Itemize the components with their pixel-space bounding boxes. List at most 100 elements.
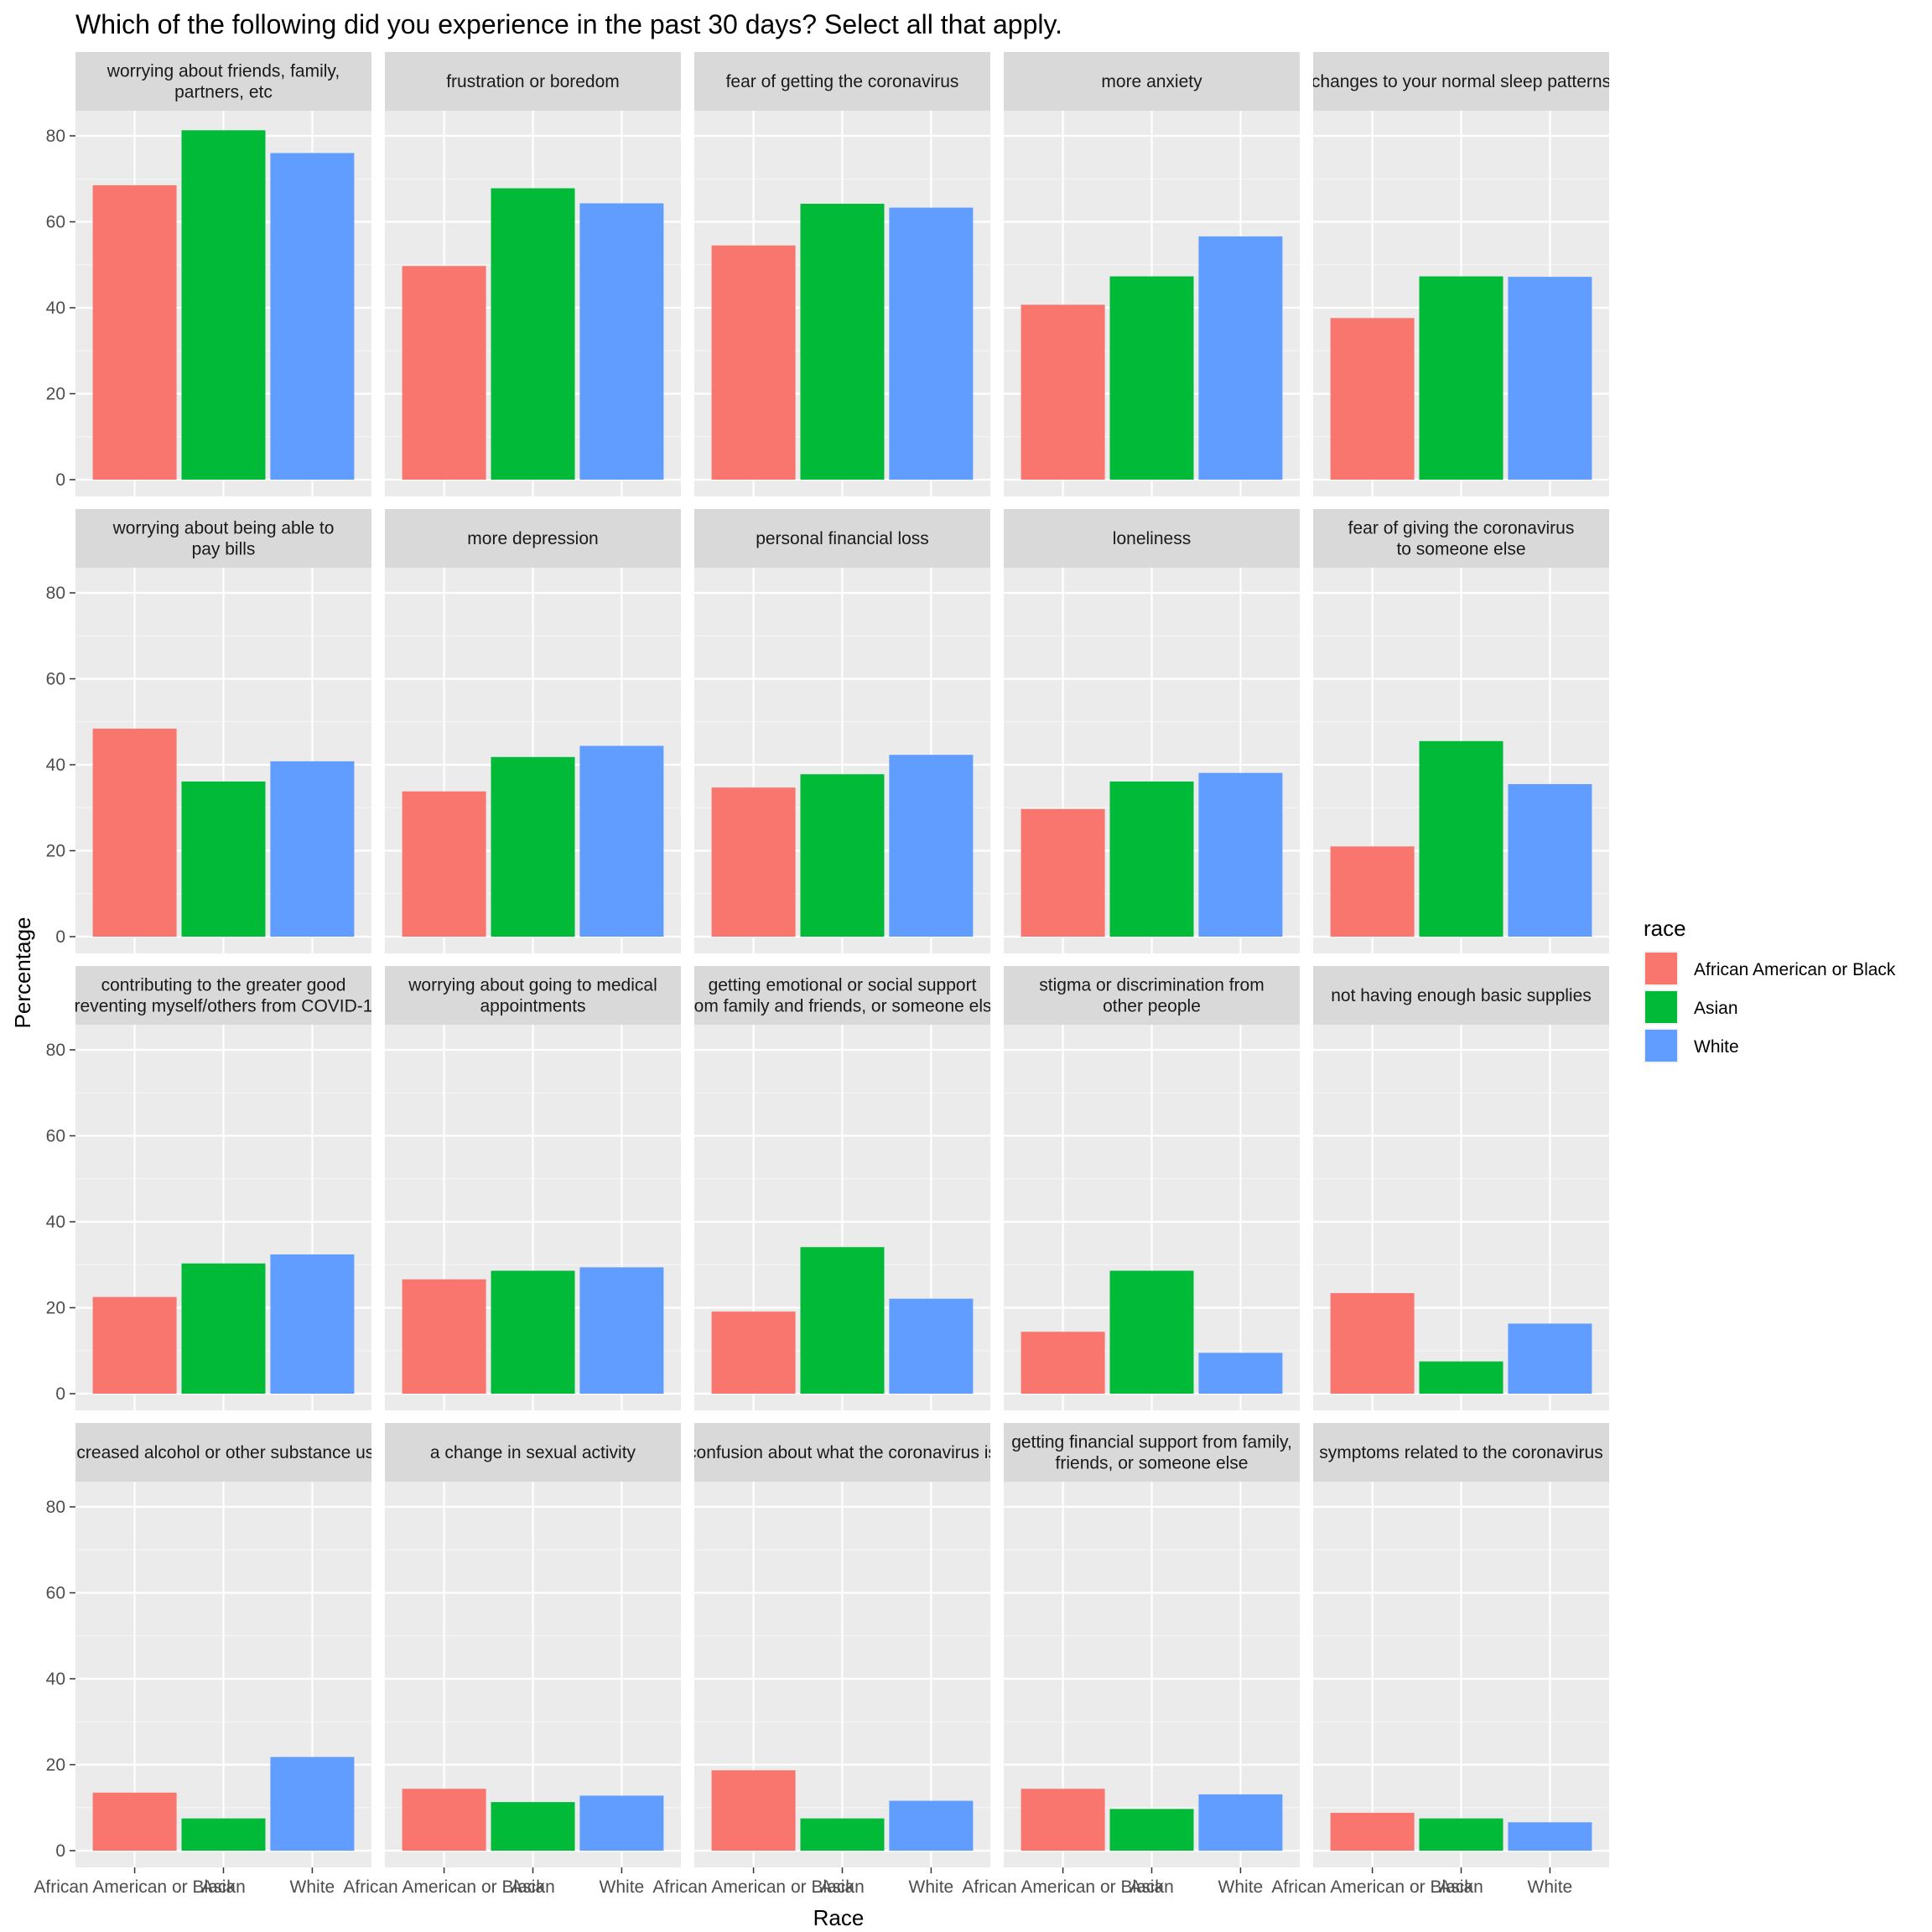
y-tick-label: 60 bbox=[46, 1127, 65, 1146]
bar-asian bbox=[181, 781, 266, 937]
bar-white bbox=[579, 745, 664, 937]
bar-asian bbox=[491, 1802, 575, 1851]
bar-asian bbox=[491, 188, 575, 480]
y-tick-label: 60 bbox=[46, 1584, 65, 1603]
bar-african-american-or-black bbox=[1021, 808, 1105, 937]
y-tick-label: 20 bbox=[46, 1756, 65, 1775]
y-tick-label: 80 bbox=[46, 584, 65, 603]
facet-panel: fear of getting the coronavirus bbox=[694, 52, 990, 496]
facet-strip-label: changes to your normal sleep patterns bbox=[1311, 72, 1611, 91]
legend-label: White bbox=[1694, 1037, 1739, 1057]
y-tick-label: 40 bbox=[46, 1213, 65, 1232]
facet-panel: stigma or discrimination from other peopl… bbox=[1004, 966, 1300, 1410]
facet-strip-label: fear of getting the coronavirus bbox=[726, 72, 959, 91]
facet-strip-label: worrying about friends, family, bbox=[106, 62, 340, 81]
y-tick-label: 80 bbox=[46, 1498, 65, 1517]
bar-white bbox=[579, 203, 664, 480]
facet-panel: confusion about what the coronavirus is A… bbox=[652, 1423, 997, 1897]
y-tick-label: 60 bbox=[46, 670, 65, 689]
facet-strip bbox=[385, 509, 681, 568]
bar-asian bbox=[1109, 781, 1194, 937]
facet-strip-label: confusion about what the coronavirus is bbox=[688, 1443, 997, 1462]
bar-african-american-or-black bbox=[92, 1296, 177, 1394]
bar-white bbox=[1198, 1794, 1283, 1851]
facet-panel: personal financial loss bbox=[694, 509, 990, 953]
facet-strip-label: from family and friends, or someone else bbox=[683, 997, 1001, 1016]
bar-asian bbox=[800, 774, 885, 937]
facet-strip bbox=[75, 966, 371, 1025]
legend-swatch bbox=[1645, 991, 1677, 1023]
facet-strip-label: symptoms related to the coronavirus bbox=[1319, 1443, 1602, 1462]
bar-african-american-or-black bbox=[402, 1279, 486, 1394]
facet-strip bbox=[75, 509, 371, 568]
bar-white bbox=[270, 1757, 355, 1851]
bar-african-american-or-black bbox=[92, 728, 177, 937]
bar-white bbox=[1198, 1353, 1283, 1394]
bar-asian bbox=[1109, 1270, 1194, 1394]
facet-strip-label: worrying about being able to bbox=[112, 519, 335, 538]
facet-strip bbox=[1313, 509, 1609, 568]
y-tick-label: 60 bbox=[46, 213, 65, 232]
bar-white bbox=[270, 761, 355, 937]
facet-strip bbox=[694, 509, 990, 568]
facet-strip-label: a change in sexual activity bbox=[430, 1443, 636, 1462]
facet-strip-label: to someone else bbox=[1396, 540, 1525, 559]
facet-strip bbox=[75, 52, 371, 111]
y-tick-label: 80 bbox=[46, 127, 65, 146]
x-tick-label: African American or Black bbox=[962, 1877, 1164, 1897]
legend-label: Asian bbox=[1694, 999, 1738, 1018]
facet-strip-label: other people bbox=[1103, 997, 1201, 1016]
facet-strip-label: frustration or boredom bbox=[446, 72, 620, 91]
facet-strip-label: loneliness bbox=[1113, 529, 1191, 548]
facet-panel: more depression bbox=[385, 509, 681, 953]
bar-white bbox=[1508, 277, 1592, 480]
y-tick-label: 0 bbox=[55, 1841, 65, 1861]
bar-african-american-or-black bbox=[92, 184, 177, 480]
legend-swatch bbox=[1645, 953, 1677, 984]
facet-strip bbox=[1313, 1423, 1609, 1482]
facet-strip bbox=[385, 1423, 681, 1482]
bar-white bbox=[270, 1254, 355, 1394]
bar-african-american-or-black bbox=[1330, 1293, 1415, 1394]
bar-asian bbox=[1109, 276, 1194, 480]
facet-strip-label: not having enough basic supplies bbox=[1331, 986, 1592, 1005]
bar-asian bbox=[491, 1270, 575, 1394]
legend-label: African American or Black bbox=[1694, 960, 1896, 979]
bar-african-american-or-black bbox=[1330, 1812, 1415, 1851]
facet-strip bbox=[385, 966, 681, 1025]
y-tick-label: 0 bbox=[55, 470, 65, 490]
facet-strip bbox=[1313, 52, 1609, 111]
bar-asian bbox=[181, 130, 266, 480]
facet-strip-label: preventing myself/others from COVID-19 bbox=[65, 997, 382, 1016]
facet-strip bbox=[1004, 966, 1300, 1025]
facet-strip-label: personal financial loss bbox=[756, 529, 929, 548]
bar-asian bbox=[800, 1247, 885, 1394]
facet-strip-label: partners, etc bbox=[174, 83, 273, 102]
bar-african-american-or-black bbox=[711, 1770, 796, 1851]
facet-strip-label: contributing to the greater good bbox=[101, 976, 346, 995]
facet-panel: getting emotional or social support from … bbox=[683, 966, 1001, 1410]
x-tick-label: African American or Black bbox=[652, 1877, 854, 1897]
facet-strip-label: friends, or someone else bbox=[1056, 1454, 1249, 1473]
y-tick-label: 0 bbox=[55, 927, 65, 947]
x-tick-label: Asian bbox=[1439, 1877, 1483, 1897]
x-tick-label: White bbox=[600, 1877, 645, 1897]
bar-white bbox=[889, 1800, 974, 1851]
bar-white bbox=[1198, 236, 1283, 480]
bar-asian bbox=[800, 1818, 885, 1851]
facet-strip bbox=[1004, 52, 1300, 111]
facet-strip-label: pay bills bbox=[192, 540, 256, 559]
facet-panel: frustration or boredom bbox=[385, 52, 681, 496]
bar-asian bbox=[800, 203, 885, 480]
bar-white bbox=[270, 153, 355, 480]
facet-panel: fear of giving the coronavirus to someone… bbox=[1313, 509, 1609, 953]
y-tick-label: 80 bbox=[46, 1041, 65, 1060]
facet-panel: worrying about going to medical appointme… bbox=[385, 966, 681, 1410]
y-tick-label: 20 bbox=[46, 385, 65, 404]
bar-african-american-or-black bbox=[1021, 1789, 1105, 1851]
bar-white bbox=[889, 1298, 974, 1394]
bar-african-american-or-black bbox=[92, 1792, 177, 1851]
bar-african-american-or-black bbox=[1021, 1332, 1105, 1394]
y-tick-label: 40 bbox=[46, 299, 65, 318]
y-tick-label: 20 bbox=[46, 842, 65, 861]
